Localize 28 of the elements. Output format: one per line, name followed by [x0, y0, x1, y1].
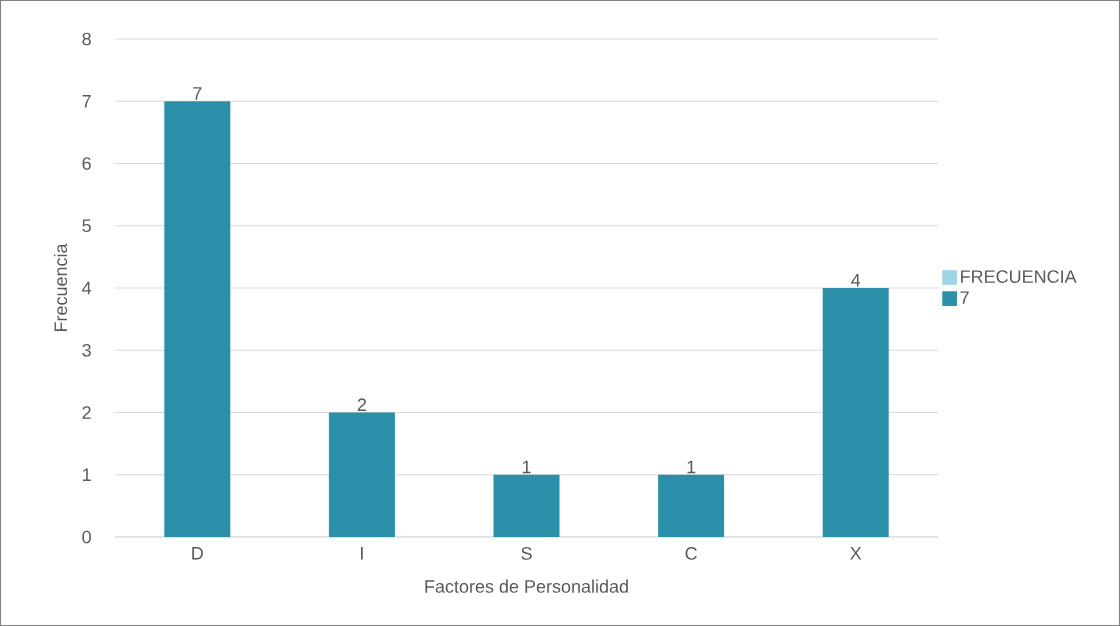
- x-tick-label: C: [685, 547, 697, 560]
- y-tick-label: 2: [82, 406, 91, 419]
- y-tick-label: 5: [82, 219, 91, 233]
- y-tick-label: 6: [82, 157, 91, 170]
- x-tick-label: S: [521, 547, 532, 560]
- bar: [658, 474, 725, 537]
- x-tick-label: X: [850, 547, 862, 560]
- data-label: 1: [522, 460, 531, 474]
- y-tick-label: 0: [82, 530, 91, 544]
- legend-label: 7: [960, 291, 969, 304]
- x-axis-title: Factores de Personalidad: [425, 579, 628, 593]
- data-label: 4: [851, 274, 861, 287]
- data-label: 2: [357, 398, 367, 411]
- y-tick-label: 3: [82, 343, 91, 357]
- data-label: 7: [193, 87, 202, 100]
- x-tick-label: D: [192, 547, 203, 560]
- bar: [822, 288, 889, 537]
- bar: [493, 474, 560, 537]
- data-label: 1: [687, 460, 696, 474]
- bar: [328, 412, 395, 537]
- y-tick-label: 4: [82, 281, 92, 295]
- y-tick-label: 8: [82, 32, 91, 46]
- bar: [164, 101, 231, 537]
- y-tick-label: 1: [83, 468, 91, 481]
- legend-label: FRECUENCIA: [961, 270, 1077, 283]
- y-tick-label: 7: [82, 95, 91, 108]
- x-tick-label: I: [361, 547, 363, 560]
- y-axis-title: Frecuencia: [53, 243, 68, 332]
